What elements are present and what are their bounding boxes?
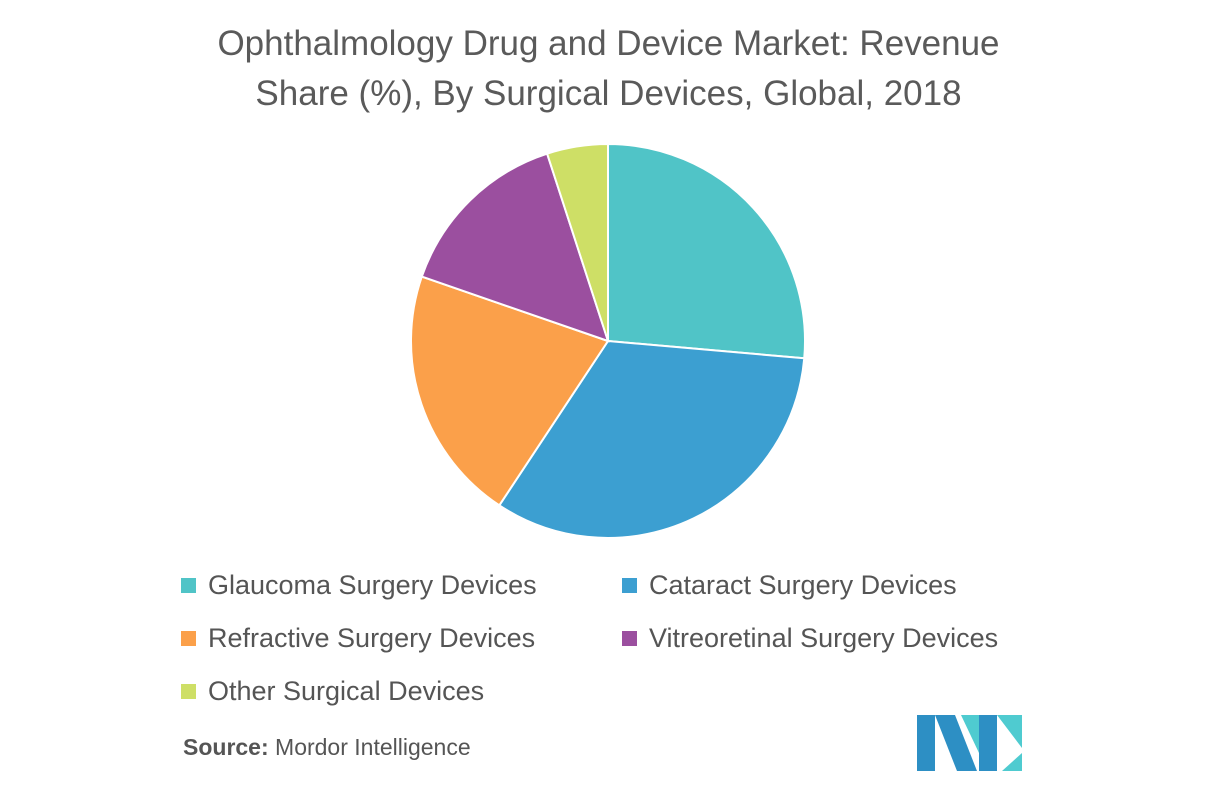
- legend-swatch: [181, 631, 196, 646]
- legend-swatch: [622, 631, 637, 646]
- legend-item-vitreoretinal: Vitreoretinal Surgery Devices: [622, 623, 998, 654]
- legend-label: Glaucoma Surgery Devices: [208, 570, 537, 600]
- legend-label: Other Surgical Devices: [208, 676, 485, 706]
- legend-item-refractive: Refractive Surgery Devices: [181, 623, 535, 654]
- chart-title-line-1: Ophthalmology Drug and Device Market: Re…: [217, 24, 1000, 63]
- pie-slice-other-surgical-devices: [545, 142, 609, 342]
- legend-swatch: [622, 578, 637, 593]
- legend-label: Cataract Surgery Devices: [649, 570, 957, 600]
- legend-label: Vitreoretinal Surgery Devices: [649, 623, 999, 653]
- source-label: Source:: [183, 734, 269, 760]
- pie-slice-refractive-surgery-devices: [410, 275, 610, 507]
- source-text: Mordor Intelligence: [275, 734, 471, 760]
- legend-label: Refractive Surgery Devices: [208, 623, 536, 653]
- legend-item-other: Other Surgical Devices: [181, 676, 484, 707]
- pie-slice-glaucoma-surgery-devices: [607, 142, 806, 360]
- legend-swatch: [181, 684, 196, 699]
- source-note: Source: Mordor Intelligence: [183, 734, 471, 761]
- mordor-intelligence-logo-icon: [917, 715, 1022, 771]
- legend-item-glaucoma: Glaucoma Surgery Devices: [181, 570, 537, 601]
- legend-swatch: [181, 578, 196, 593]
- legend-item-cataract: Cataract Surgery Devices: [622, 570, 957, 601]
- chart-title-line-2: Share (%), By Surgical Devices, Global, …: [255, 74, 962, 113]
